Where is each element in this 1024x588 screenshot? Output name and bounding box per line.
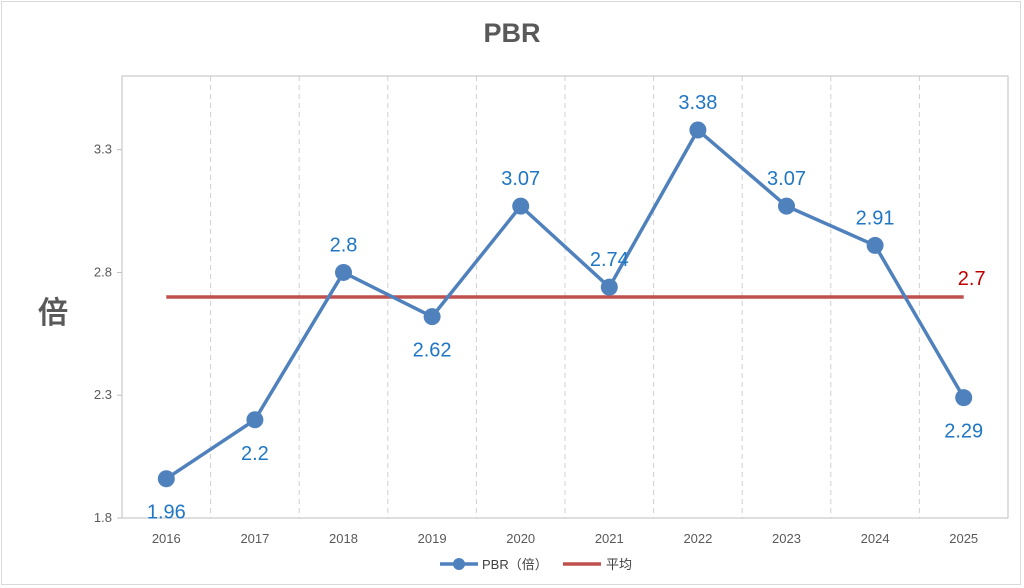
data-label: 2.74 bbox=[590, 249, 629, 271]
legend: PBR（倍） 平均 bbox=[440, 557, 632, 572]
chart-title: PBR bbox=[483, 18, 541, 48]
x-tick-label: 2016 bbox=[152, 531, 181, 546]
x-tick-label: 2025 bbox=[949, 531, 978, 546]
pbr-line bbox=[165, 128, 966, 481]
y-tick-label: 3.3 bbox=[94, 142, 112, 157]
legend-average-label: 平均 bbox=[606, 557, 632, 572]
y-tick-label: 2.8 bbox=[94, 264, 112, 279]
data-point bbox=[600, 278, 618, 296]
data-point bbox=[778, 197, 795, 215]
y-axis-ticks: 1.8 2.3 2.8 3.3 bbox=[94, 142, 122, 525]
y-tick-label: 2.3 bbox=[94, 387, 112, 402]
x-tick-label: 2024 bbox=[861, 531, 890, 546]
pbr-series bbox=[157, 121, 973, 488]
y-axis-label: 倍 bbox=[38, 297, 68, 330]
data-label: 3.07 bbox=[767, 168, 806, 190]
data-label: 2.91 bbox=[856, 207, 895, 229]
legend-pbr-label: PBR（倍） bbox=[482, 557, 548, 572]
data-label: 2.2 bbox=[241, 443, 269, 465]
average-value-label: 2.7 bbox=[958, 268, 986, 290]
data-point bbox=[689, 121, 707, 139]
data-point bbox=[246, 411, 264, 429]
data-point bbox=[157, 470, 175, 488]
x-tick-label: 2022 bbox=[683, 531, 712, 546]
data-label: 2.62 bbox=[413, 340, 452, 362]
y-tick-label: 1.8 bbox=[94, 510, 112, 525]
data-label: 2.29 bbox=[944, 421, 983, 443]
average-series: 2.7 bbox=[166, 268, 986, 299]
plot-area bbox=[121, 75, 1009, 519]
x-tick-label: 2020 bbox=[506, 531, 535, 546]
data-point bbox=[423, 308, 441, 326]
x-tick-label: 2017 bbox=[240, 531, 269, 546]
data-point bbox=[866, 236, 884, 254]
data-label: 3.07 bbox=[501, 168, 540, 190]
x-tick-label: 2019 bbox=[418, 531, 447, 546]
data-label: 3.38 bbox=[678, 92, 717, 114]
data-point bbox=[512, 197, 530, 215]
data-point bbox=[335, 263, 352, 281]
data-label: 1.96 bbox=[147, 502, 186, 524]
data-labels: 1.96 2.2 2.8 2.62 3.07 2.74 3.38 3.07 2.91 2.29 bbox=[147, 92, 983, 524]
data-label: 2.8 bbox=[330, 234, 358, 256]
x-tick-label: 2018 bbox=[329, 531, 358, 546]
x-tick-label: 2023 bbox=[772, 531, 801, 546]
x-tick-label: 2021 bbox=[595, 531, 624, 546]
x-axis-ticks: 2016 2017 2018 2019 2020 2021 2022 2023 2024 2025 bbox=[152, 531, 978, 546]
data-point bbox=[955, 389, 973, 407]
legend-pbr-marker bbox=[453, 558, 465, 570]
